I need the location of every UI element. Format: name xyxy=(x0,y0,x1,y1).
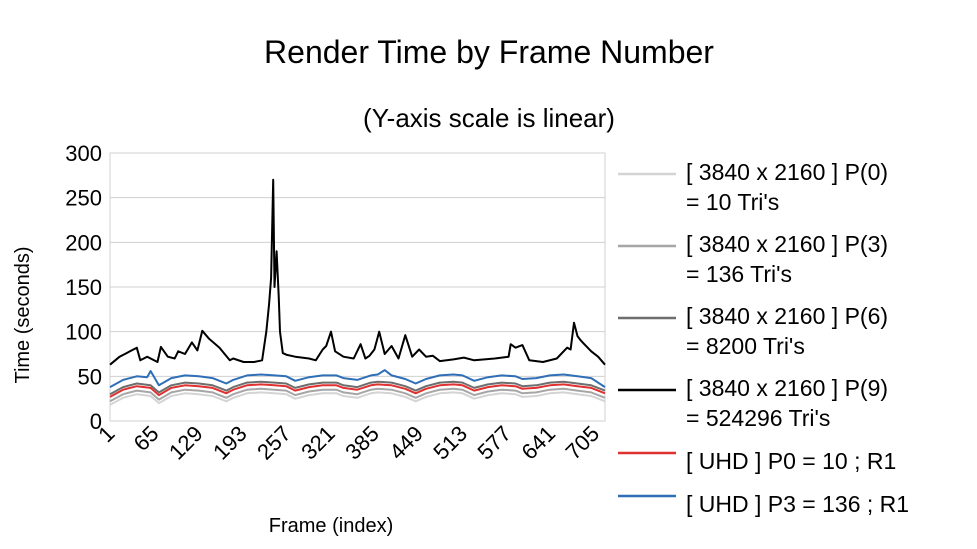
y-tick-label: 100 xyxy=(65,320,102,345)
x-tick-label: 257 xyxy=(252,421,296,465)
x-tick-label: 449 xyxy=(384,421,428,465)
y-tick-label: 200 xyxy=(65,230,102,255)
legend-label: [ 3840 x 2160 ] P(9) xyxy=(686,375,888,401)
series-line-1 xyxy=(109,387,606,403)
series-line-4 xyxy=(109,383,606,398)
x-tick-label: 577 xyxy=(472,421,516,465)
x-axis-ticks: 1 65 129 193 257 321 385 449 513 577 641 705 xyxy=(93,421,604,465)
legend-label: [ UHD ] P3 = 136 ; R1 xyxy=(686,491,909,517)
legend-label: [ 3840 x 2160 ] P(3) xyxy=(686,231,888,257)
x-tick-label: 65 xyxy=(129,421,164,456)
x-tick-label: 641 xyxy=(517,421,561,465)
legend-label: [ 3840 x 2160 ] P(0) xyxy=(686,159,888,185)
legend-label: [ UHD ] P0 = 10 ; R1 xyxy=(686,448,896,474)
chart-title: Render Time by Frame Number xyxy=(264,34,714,70)
x-tick-label: 385 xyxy=(340,421,384,465)
series-line-5 xyxy=(109,369,606,388)
x-tick-label: 1 xyxy=(93,421,119,447)
plot-area-border xyxy=(109,152,606,422)
chart-subtitle: (Y-axis scale is linear) xyxy=(363,103,615,133)
y-tick-label: 50 xyxy=(78,364,102,389)
series-line-0 xyxy=(109,391,606,406)
legend-label: = 8200 Tri's xyxy=(686,333,805,359)
legend-label: [ 3840 x 2160 ] P(6) xyxy=(686,303,888,329)
y-axis-ticks: 0 50 100 150 200 250 300 xyxy=(65,141,102,434)
y-tick-label: 150 xyxy=(65,275,102,300)
legend-label: = 524296 Tri's xyxy=(686,405,830,431)
x-tick-label: 193 xyxy=(208,421,252,465)
legend-label: = 136 Tri's xyxy=(686,261,792,287)
series-lines xyxy=(109,178,606,406)
x-tick-label: 129 xyxy=(164,421,208,465)
legend: [ 3840 x 2160 ] P(0) = 10 Tri's [ 3840 x 2… xyxy=(618,159,909,517)
y-tick-label: 300 xyxy=(65,141,102,166)
y-tick-label: 0 xyxy=(90,409,102,434)
x-tick-label: 705 xyxy=(561,421,605,465)
x-tick-label: 321 xyxy=(296,421,340,465)
x-axis-label: Frame (index) xyxy=(269,515,393,537)
y-tick-label: 250 xyxy=(65,186,102,211)
series-line-2 xyxy=(109,380,606,396)
y-axis-label: Time (seconds) xyxy=(12,246,34,383)
series-line-3 xyxy=(109,178,606,366)
legend-label: = 10 Tri's xyxy=(686,189,779,215)
x-tick-label: 513 xyxy=(428,421,472,465)
